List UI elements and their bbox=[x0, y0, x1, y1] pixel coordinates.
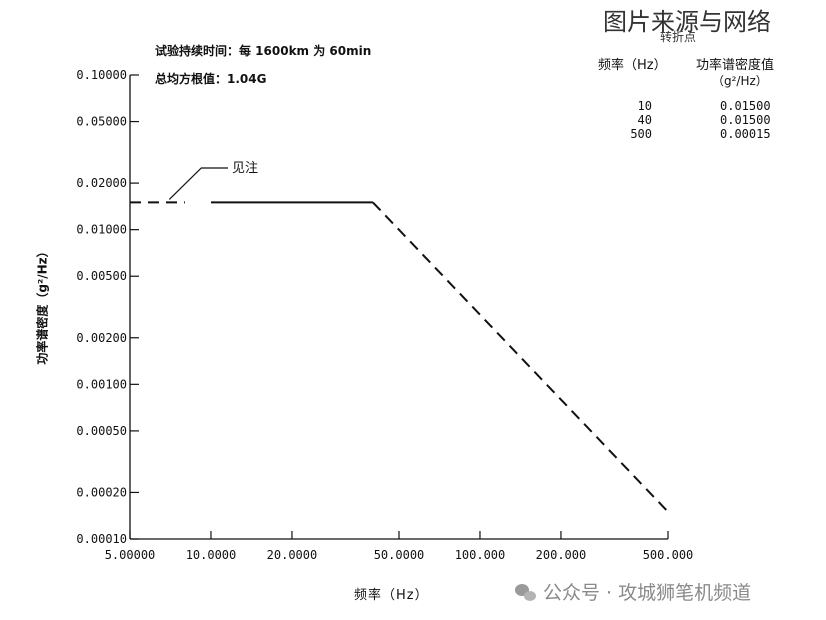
y-tick-label: 0.00500 bbox=[76, 269, 127, 283]
x-tick-label: 10.0000 bbox=[186, 548, 237, 562]
y-tick-label: 0.00010 bbox=[76, 532, 127, 546]
wechat-icon bbox=[515, 584, 537, 602]
watermark-top: 图片来源与网络 bbox=[603, 8, 771, 36]
y-tick-label: 0.00020 bbox=[76, 485, 127, 499]
breakpoint-psd: 0.01500 bbox=[720, 113, 771, 127]
x-tick-label: 200.000 bbox=[536, 548, 587, 562]
watermark-bottom-text: 公众号 · 攻城狮笔机频道 bbox=[543, 582, 752, 604]
y-tick-label: 0.10000 bbox=[76, 68, 127, 82]
x-ticks: 5.00000 10.0000 20.0000 50.0000 100.000 200.0… bbox=[105, 531, 694, 562]
y-tick-label: 0.05000 bbox=[76, 115, 127, 129]
breakpoints-title: 转折点 bbox=[660, 30, 697, 44]
breakpoint-psd: 0.00015 bbox=[720, 127, 771, 141]
x-tick-label: 500.000 bbox=[643, 548, 694, 562]
y-tick-label: 0.00050 bbox=[76, 424, 127, 438]
chart-axes bbox=[129, 75, 668, 540]
y-tick-label: 0.00100 bbox=[76, 377, 127, 391]
x-tick-label: 50.0000 bbox=[374, 548, 425, 562]
annotation-group bbox=[168, 167, 228, 200]
breakpoints-psd-header: 功率谱密度值 bbox=[696, 58, 775, 73]
breakpoint-freq: 10 bbox=[637, 99, 652, 113]
breakpoint-freq: 500 bbox=[630, 127, 652, 141]
x-tick-label: 20.0000 bbox=[267, 548, 318, 562]
annotation-label: 见注 bbox=[232, 161, 259, 176]
breakpoint-freq: 40 bbox=[637, 113, 652, 127]
y-axis-label: 功率谱密度（g²/Hz） bbox=[35, 245, 50, 365]
rms-note: 总均方根值：1.04G bbox=[155, 72, 267, 86]
x-tick-label: 5.00000 bbox=[105, 548, 156, 562]
breakpoint-psd: 0.01500 bbox=[720, 99, 771, 113]
duration-note: 试验持续时间：每 1600km 为 60min bbox=[155, 44, 372, 58]
x-tick-label: 100.000 bbox=[455, 548, 506, 562]
y-ticks: 0.10000 0.05000 0.02000 0.01000 0.00500 0.002… bbox=[76, 68, 139, 546]
annotation-leader bbox=[168, 167, 228, 200]
y-tick-label: 0.02000 bbox=[76, 176, 127, 190]
breakpoints-psd-unit: （g²/Hz） bbox=[712, 74, 768, 88]
chart-lines bbox=[130, 201, 669, 513]
breakpoints-freq-header: 频率（Hz） bbox=[598, 58, 667, 73]
y-tick-label: 0.01000 bbox=[76, 223, 127, 237]
series-line bbox=[372, 201, 669, 513]
y-tick-label: 0.00200 bbox=[76, 331, 127, 345]
x-axis-label: 频率（Hz） bbox=[354, 588, 429, 603]
watermark-bottom: 公众号 · 攻城狮笔机频道 bbox=[515, 578, 751, 605]
